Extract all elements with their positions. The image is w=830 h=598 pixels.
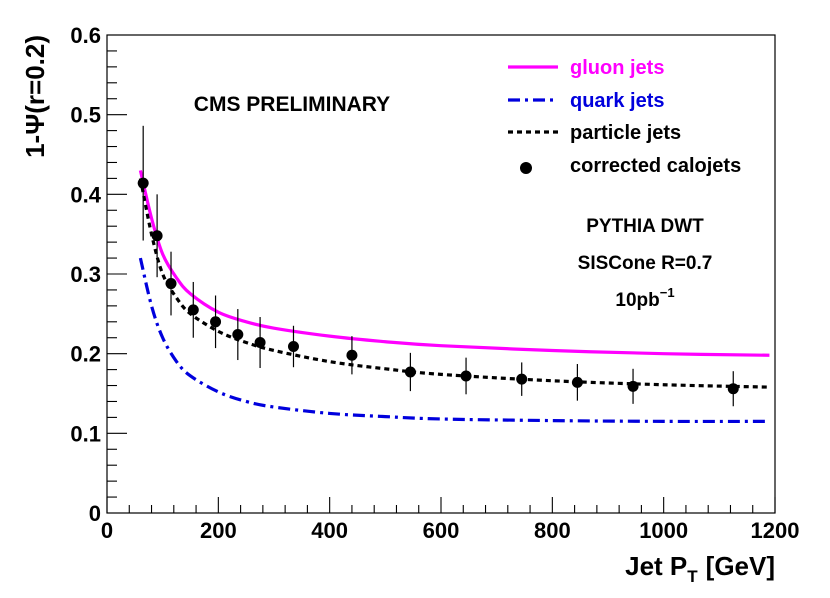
legend-entry-quark-jets: quark jets — [570, 90, 664, 112]
generator-label: PYTHIA DWT — [586, 216, 704, 237]
data-point — [727, 383, 739, 395]
legend-entry-corrected-calojets: corrected calojets — [570, 155, 741, 177]
data-point — [165, 278, 177, 290]
data-point — [210, 316, 222, 328]
data-point — [287, 340, 299, 352]
series-curves — [138, 170, 770, 424]
data-point — [404, 366, 416, 378]
x-tick-label: 400 — [311, 518, 348, 543]
x-axis-label: Jet PT [GeV] — [625, 551, 775, 586]
data-point — [516, 373, 528, 385]
legend-entry-gluon-jets: gluon jets — [570, 57, 664, 79]
data-point — [460, 370, 472, 382]
data-point — [571, 376, 583, 388]
luminosity-label: 10pb−1 — [615, 285, 674, 311]
data-point — [187, 304, 199, 316]
y-tick-label: 0.4 — [70, 182, 101, 207]
y-axis-label: 1-Ψ(r=0.2) — [20, 35, 50, 158]
axis-ticks — [106, 34, 776, 514]
data-point — [346, 349, 358, 361]
data-point — [151, 230, 163, 242]
y-tick-label: 0.3 — [70, 262, 101, 287]
legend-entry-particle-jets: particle jets — [570, 122, 681, 144]
x-tick-label: 600 — [423, 518, 460, 543]
x-tick-label: 0 — [101, 518, 113, 543]
y-tick-label: 0.1 — [70, 421, 101, 446]
y-tick-label: 0.6 — [70, 23, 101, 48]
series-line-quark-jets — [138, 257, 770, 424]
data-point — [137, 177, 149, 189]
y-tick-label: 0 — [89, 501, 101, 526]
y-tick-label: 0.2 — [70, 342, 101, 367]
cms-preliminary-label: CMS PRELIMINARY — [194, 93, 390, 116]
data-point — [627, 380, 639, 392]
data-point — [232, 329, 244, 341]
x-tick-label: 800 — [534, 518, 571, 543]
x-tick-label: 1000 — [639, 518, 688, 543]
algorithm-label: SISCone R=0.7 — [578, 253, 713, 274]
legend-marker-corrected-calojets — [520, 162, 532, 174]
x-tick-label: 1200 — [751, 518, 800, 543]
y-tick-label: 0.5 — [70, 103, 101, 128]
legend: gluon jets quark jets particle jets correct… — [508, 57, 741, 177]
data-points — [137, 125, 739, 407]
series-line-gluon-jets — [138, 170, 770, 357]
data-point — [254, 337, 266, 349]
x-tick-label: 200 — [200, 518, 237, 543]
tick-labels: 0 200 400 600 800 1000 1200 0 0.1 0.2 0.3 0.4 0.5 0.6 — [70, 23, 799, 543]
